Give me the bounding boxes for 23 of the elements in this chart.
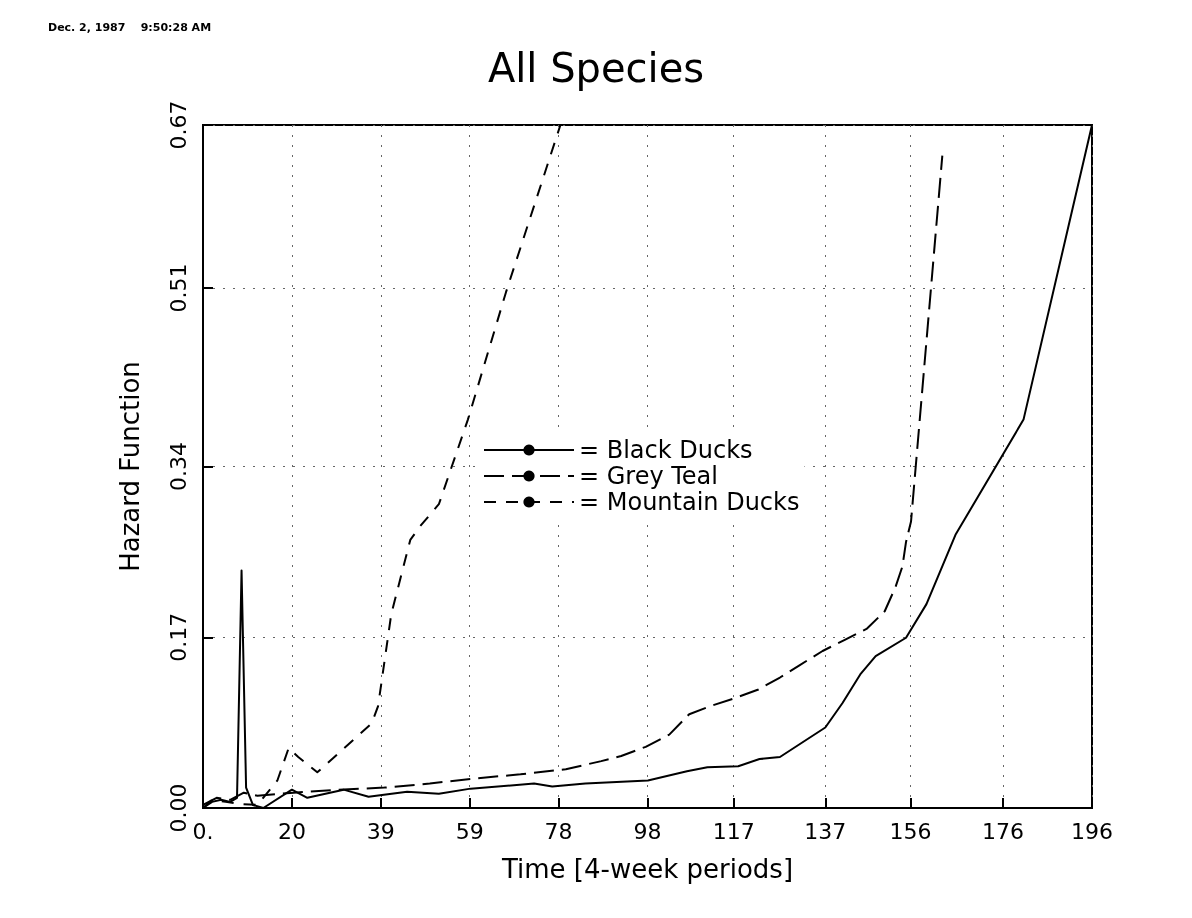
- y-tick-label: 0.51: [165, 263, 191, 313]
- x-tick-label: 78: [544, 818, 573, 844]
- x-tick-label: 98: [633, 818, 662, 844]
- legend-label: = Grey Teal: [579, 462, 718, 490]
- legend-label: = Black Ducks: [579, 436, 753, 464]
- y-tick-label: 0.34: [165, 442, 191, 491]
- x-axis-title: Time [4-week periods]: [500, 854, 794, 884]
- x-tick-label: 137: [804, 818, 847, 844]
- x-tick-label: 59: [455, 818, 484, 844]
- x-tick-label: 156: [889, 818, 932, 844]
- x-tick-label: 176: [982, 818, 1025, 844]
- legend-label: = Mountain Ducks: [579, 488, 800, 516]
- y-tick-label: 0.17: [165, 612, 191, 662]
- text: Dec. 2, 1987 9:50:28 AM: [48, 21, 212, 34]
- x-tick-label: 20: [277, 818, 306, 844]
- x-tick-label: 117: [712, 818, 755, 844]
- x-tick-label: 0.: [192, 818, 214, 844]
- y-tick-label: 0.00: [165, 783, 191, 833]
- x-tick-label: 196: [1071, 818, 1113, 844]
- y-tick-label: 0.67: [165, 100, 191, 150]
- y-axis-title: Hazard Function: [115, 361, 145, 572]
- x-tick-label: 39: [366, 818, 395, 844]
- chart-title: All Species: [487, 45, 705, 91]
